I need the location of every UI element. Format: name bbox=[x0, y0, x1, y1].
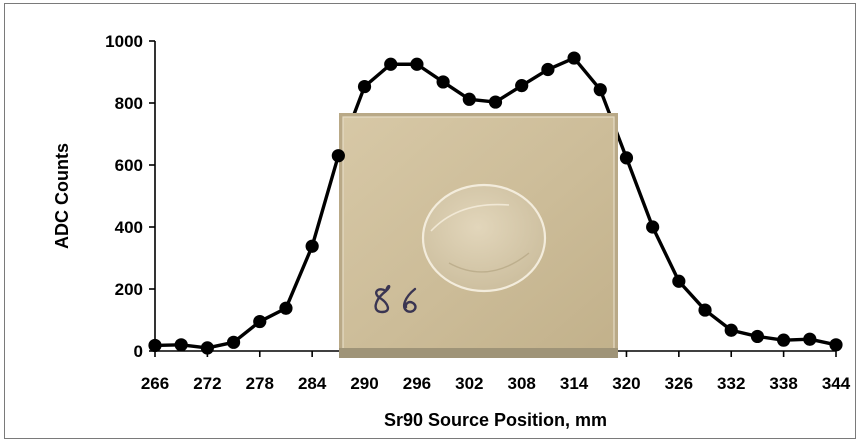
x-tick-label: 272 bbox=[193, 374, 221, 393]
data-point bbox=[226, 335, 241, 349]
x-tick-label: 308 bbox=[508, 374, 536, 393]
data-point bbox=[384, 57, 398, 71]
data-point bbox=[541, 62, 555, 77]
x-tick-label: 278 bbox=[246, 374, 274, 393]
x-axis-title: Sr90 Source Position, mm bbox=[384, 410, 607, 430]
data-point bbox=[357, 79, 372, 94]
photo-droplet-shade bbox=[448, 252, 530, 273]
data-point bbox=[672, 274, 686, 288]
data-point bbox=[619, 151, 634, 165]
data-point bbox=[646, 220, 660, 234]
x-tick-label: 344 bbox=[822, 374, 851, 393]
inset-photo bbox=[339, 113, 618, 358]
y-tick-label: 200 bbox=[115, 280, 143, 299]
data-point bbox=[829, 338, 843, 352]
data-point bbox=[305, 239, 319, 253]
data-point bbox=[253, 314, 267, 329]
y-tick-label: 800 bbox=[115, 94, 143, 113]
y-axis-title: ADC Counts bbox=[52, 143, 72, 249]
x-tick-label: 284 bbox=[298, 374, 327, 393]
data-point bbox=[593, 83, 607, 97]
photo-droplet-highlight bbox=[430, 203, 510, 232]
x-tick-label: 326 bbox=[665, 374, 693, 393]
y-tick-label: 400 bbox=[115, 218, 143, 237]
data-point bbox=[331, 149, 345, 163]
data-point bbox=[803, 332, 817, 346]
data-point bbox=[174, 338, 188, 352]
y-tick-label: 600 bbox=[115, 156, 143, 175]
data-point bbox=[410, 57, 424, 71]
data-point bbox=[148, 338, 162, 353]
photo-droplet bbox=[421, 183, 547, 293]
data-point bbox=[750, 329, 765, 344]
data-point bbox=[724, 323, 738, 337]
x-tick-label: 332 bbox=[717, 374, 745, 393]
data-point bbox=[567, 51, 581, 65]
data-point bbox=[436, 75, 450, 89]
y-tick-label: 1000 bbox=[105, 32, 143, 51]
series-markers bbox=[148, 51, 843, 355]
x-tick-label: 314 bbox=[560, 374, 589, 393]
data-point bbox=[515, 79, 529, 93]
data-point bbox=[777, 333, 791, 347]
x-tick-label: 338 bbox=[769, 374, 797, 393]
photo-handwriting-8 bbox=[374, 284, 391, 314]
x-tick-label: 266 bbox=[141, 374, 169, 393]
data-point bbox=[200, 341, 214, 355]
photo-bottom-shadow bbox=[339, 348, 618, 358]
x-tick-label: 296 bbox=[403, 374, 431, 393]
data-point bbox=[462, 92, 476, 106]
x-tick-label: 320 bbox=[612, 374, 640, 393]
photo-handwriting-6 bbox=[403, 287, 417, 313]
x-tick-label: 302 bbox=[455, 374, 483, 393]
data-point bbox=[698, 303, 712, 317]
x-tick-label: 290 bbox=[350, 374, 378, 393]
y-tick-label: 0 bbox=[134, 342, 143, 361]
data-point bbox=[279, 301, 293, 315]
data-point bbox=[488, 95, 503, 109]
tick-labels: 0 200 400 600 800 1000 266 272 278 284 290 296 302 30… bbox=[105, 32, 851, 393]
